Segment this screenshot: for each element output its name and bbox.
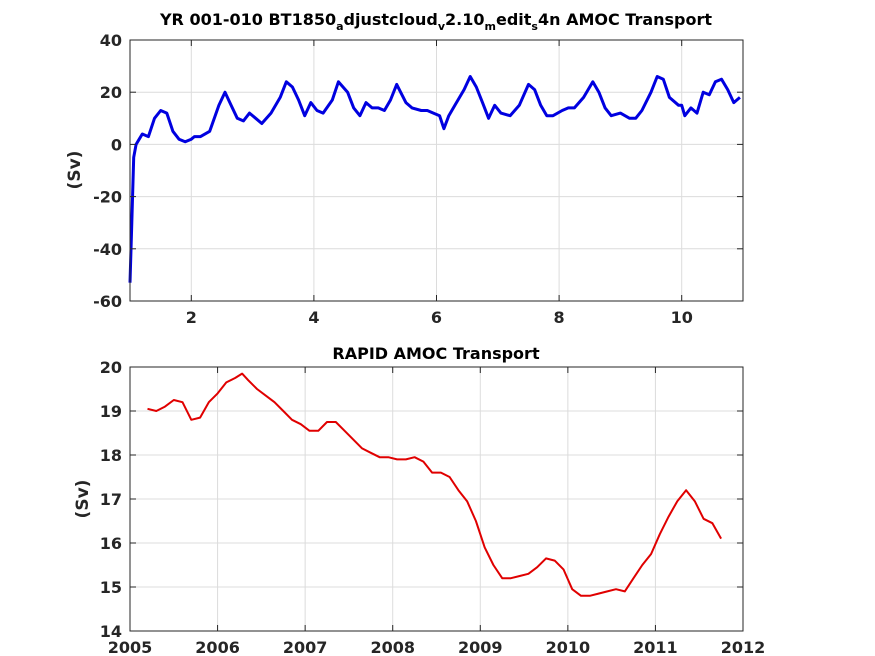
rapid-amoc-plot: 2005 2006 2007 2008 2009 2010 2011 2012 14 15 16 17… <box>73 344 765 656</box>
x-tick-label: 2008 <box>370 638 415 656</box>
y-tick-label: 15 <box>100 578 122 597</box>
y-tick-label: -60 <box>93 292 122 311</box>
x-tick-label: 2012 <box>721 638 766 656</box>
model-amoc-plot: 2 4 6 8 10 -60 -40 -20 0 20 40 YR 001-010 BT1850ad… <box>65 10 744 327</box>
chart-title: YR 001-010 BT1850adjustcloudv2.10medits4… <box>159 10 712 33</box>
y-tick-label: 16 <box>100 534 122 553</box>
y-tick-label: 17 <box>100 490 122 509</box>
y-tick-label: 14 <box>100 622 122 641</box>
series-line <box>147 372 722 597</box>
title-part: djustcloud <box>344 10 438 29</box>
y-tick-label: 19 <box>100 402 122 421</box>
title-part: s <box>531 20 538 33</box>
x-tick-label: 2007 <box>283 638 328 656</box>
title-part: 4n AMOC Transport <box>538 10 712 29</box>
x-tick-label: 4 <box>308 308 319 327</box>
y-axis-label: (Sv) <box>73 480 93 519</box>
y-tick-label: 20 <box>100 358 122 377</box>
y-tick-label: 18 <box>100 446 122 465</box>
title-part: m <box>485 20 496 33</box>
x-tick-label: 2006 <box>195 638 240 656</box>
x-tick-label: 2009 <box>458 638 503 656</box>
x-tick-label: 8 <box>554 308 565 327</box>
y-axis-label: (Sv) <box>65 151 85 190</box>
y-tick-label: -20 <box>93 188 122 207</box>
chart-title: RAPID AMOC Transport <box>332 344 540 363</box>
y-tick-label: -40 <box>93 240 122 259</box>
x-tick-label: 2010 <box>546 638 591 656</box>
y-tick-label: 0 <box>111 135 122 154</box>
y-tick-label: 40 <box>100 31 122 50</box>
x-tick-label: 2 <box>186 308 197 327</box>
x-tick-label: 10 <box>671 308 693 327</box>
title-part: v <box>438 20 446 33</box>
x-tick-label: 6 <box>431 308 442 327</box>
title-part: a <box>336 20 343 33</box>
x-tick-label: 2005 <box>108 638 153 656</box>
y-tick-label: 20 <box>100 83 122 102</box>
series-line <box>128 75 741 283</box>
x-tick-label: 2011 <box>633 638 678 656</box>
title-part: YR 001-010 BT1850 <box>159 10 336 29</box>
title-part: 2.10 <box>445 10 484 29</box>
title-part: edit <box>496 10 532 29</box>
